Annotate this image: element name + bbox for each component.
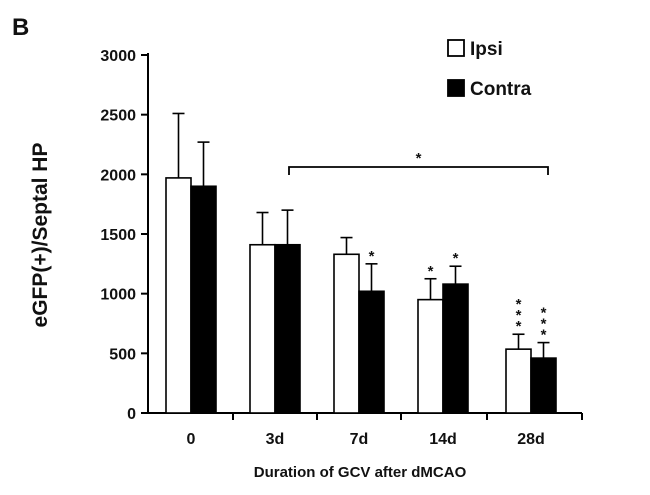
bracket-significance-label: *: [416, 150, 422, 167]
y-tick-label: 1000: [100, 287, 136, 304]
significance-mark: *: [428, 263, 434, 280]
x-tick-label: 14d: [429, 431, 457, 448]
y-axis-title: eGFP(+)/Septal HP: [29, 143, 52, 328]
legend-label-ipsi: Ipsi: [470, 39, 503, 60]
y-tick-label: 2000: [100, 167, 136, 184]
legend-label-contra: Contra: [470, 79, 532, 100]
significance-mark: *: [516, 307, 522, 324]
bar-ipsi: [505, 348, 532, 414]
comparison-bracket: [288, 166, 549, 175]
bar-contra: [190, 185, 217, 414]
bar-contra: [442, 283, 469, 414]
y-tick-label: 500: [109, 346, 136, 363]
legend-swatch-contra: [447, 79, 465, 97]
x-axis-title: Duration of GCV after dMCAO: [254, 464, 467, 481]
y-tick-label: 1500: [100, 227, 136, 244]
y-tick-label: 3000: [100, 48, 136, 65]
x-tick-label: 7d: [350, 431, 369, 448]
legend: Ipsi Contra: [447, 39, 532, 100]
bar-contra: [274, 243, 301, 414]
legend-swatch-ipsi: [447, 39, 465, 57]
bar-ipsi: [417, 298, 444, 414]
significance-mark: *: [541, 305, 547, 322]
y-tick-label: 0: [127, 406, 136, 423]
bar-contra: [530, 357, 557, 414]
significance-mark: *: [541, 327, 547, 344]
significance-mark: *: [516, 296, 522, 313]
bar-contra: [358, 290, 385, 414]
significance-mark: *: [516, 318, 522, 335]
x-tick-label: 0: [187, 431, 196, 448]
bar-ipsi: [249, 243, 276, 414]
y-tick-label: 2500: [100, 108, 136, 125]
bar-ipsi: [165, 177, 192, 414]
significance-mark: *: [453, 250, 459, 267]
bar-ipsi: [333, 253, 360, 414]
panel-label: B: [12, 14, 29, 41]
significance-mark: *: [541, 316, 547, 333]
x-tick-label: 3d: [266, 431, 285, 448]
significance-mark: *: [369, 248, 375, 265]
x-tick-label: 28d: [517, 431, 545, 448]
